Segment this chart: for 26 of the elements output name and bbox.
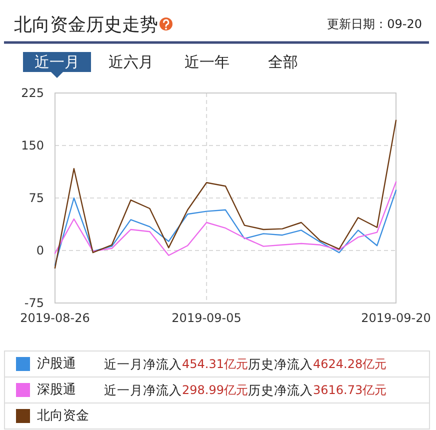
plot: -75 0 75 150 225 2019-08-26 2019-09-05 2019-09-20 (20, 86, 431, 325)
y-tick-label: -75 (24, 296, 44, 310)
text: 近一月净流入 (104, 356, 182, 372)
text: 历史净流入 (248, 356, 313, 372)
x-tick-label: 2019-09-05 (172, 311, 242, 325)
text: 3616.73亿元 (313, 383, 387, 397)
legend-label: 北向资金 (37, 408, 89, 424)
y-tick-label: 0 (36, 244, 44, 258)
chart-title: 北向资金历史走势 (14, 14, 158, 36)
x-tick-label: 2019-09-20 (361, 311, 431, 325)
y-tick-label: 225 (21, 86, 44, 100)
update-date: 更新日期：09-20 (327, 17, 422, 31)
y-tick-label: 75 (28, 191, 44, 205)
text: 历史净流入 (248, 382, 313, 398)
line-series (54, 120, 397, 269)
line-series (54, 190, 397, 266)
text: 4624.28亿元 (313, 357, 387, 371)
text: 454.31亿元 (182, 357, 248, 371)
legend-label: 深股通 (37, 382, 76, 398)
legend-label: 沪股通 (37, 356, 76, 372)
text: 近一月净流入 (104, 382, 182, 398)
x-tick-label: 2019-08-26 (20, 311, 90, 325)
line-series (54, 181, 397, 256)
y-tick-label: 150 (21, 138, 44, 152)
text: 298.99亿元 (182, 383, 248, 397)
header: 北向资金历史走势 更新日期：09-20 (4, 14, 429, 44)
